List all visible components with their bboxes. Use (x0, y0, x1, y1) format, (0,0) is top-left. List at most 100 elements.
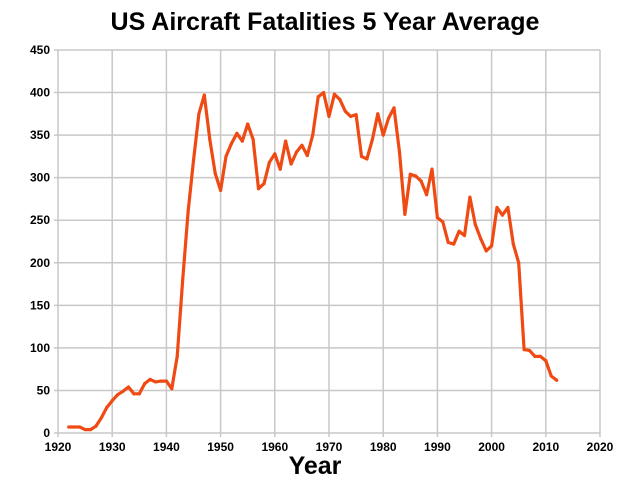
data-point (533, 354, 537, 358)
series-line (67, 90, 559, 432)
x-tick-label: 1940 (153, 440, 180, 454)
data-point (506, 205, 510, 210)
data-point (452, 242, 456, 246)
x-tick-label: 1990 (424, 440, 451, 454)
data-point (500, 213, 505, 217)
data-point (457, 229, 461, 233)
data-point (143, 382, 147, 386)
data-point (246, 122, 250, 126)
data-point (392, 106, 396, 110)
data-point (105, 405, 109, 410)
y-tick-label: 400 (30, 86, 50, 100)
data-point (468, 195, 472, 199)
data-point (387, 116, 391, 120)
x-tick-label: 1920 (45, 440, 72, 454)
data-point (181, 278, 185, 282)
y-tick-label: 100 (30, 341, 50, 355)
data-point (88, 427, 93, 432)
y-tick-label: 0 (43, 426, 50, 440)
data-point (99, 416, 103, 420)
data-point (408, 172, 412, 176)
data-point (197, 112, 201, 116)
data-point (175, 354, 179, 358)
data-point (67, 425, 71, 429)
data-point (370, 137, 374, 141)
data-point (365, 157, 369, 161)
data-point (419, 179, 423, 183)
y-tick-label: 150 (30, 298, 50, 312)
data-point (273, 152, 277, 156)
data-point (170, 387, 174, 391)
data-point (484, 249, 488, 253)
data-point (354, 113, 358, 117)
data-point (511, 242, 515, 246)
data-point (376, 112, 380, 116)
data-point (321, 90, 326, 95)
data-point (479, 237, 483, 241)
data-point (490, 244, 494, 248)
x-tick-label: 2010 (532, 440, 559, 454)
data-point (153, 380, 158, 384)
data-point (424, 193, 429, 197)
data-point (262, 182, 266, 186)
y-tick-label: 300 (30, 171, 50, 185)
data-point (311, 133, 315, 137)
data-point (235, 131, 239, 136)
data-point (343, 109, 347, 113)
data-point (435, 216, 439, 220)
data-point (446, 240, 450, 244)
data-point (132, 392, 136, 396)
data-point (414, 174, 418, 178)
data-point (208, 137, 212, 141)
data-point (256, 187, 261, 191)
data-point (72, 425, 76, 429)
x-tick-label: 1970 (316, 440, 343, 454)
data-point (83, 427, 87, 432)
data-point (316, 95, 320, 99)
data-point (137, 392, 141, 396)
data-point (473, 222, 477, 227)
x-tick-label: 1980 (370, 440, 397, 454)
data-point (229, 142, 234, 146)
data-point (284, 139, 288, 143)
x-tick-label: 1930 (99, 440, 126, 454)
data-point (116, 393, 120, 397)
y-tick-label: 450 (30, 43, 50, 57)
data-point (517, 261, 521, 265)
data-point (110, 399, 114, 403)
data-point (202, 93, 206, 97)
data-point (121, 389, 125, 393)
data-point (441, 220, 445, 224)
data-point (219, 188, 223, 193)
data-point (397, 150, 402, 154)
data-point (381, 133, 385, 137)
data-point (522, 347, 526, 352)
data-point (495, 205, 499, 210)
y-tick-label: 250 (30, 213, 50, 227)
x-tick-label: 1960 (261, 440, 288, 454)
x-tick-label: 1950 (207, 440, 234, 454)
data-point (300, 143, 304, 147)
data-point (186, 210, 190, 214)
data-point (126, 385, 131, 389)
x-axis-label: Year (288, 452, 342, 480)
data-point (294, 150, 299, 154)
data-point (191, 159, 196, 163)
data-point (359, 154, 364, 158)
data-point (78, 425, 82, 429)
data-point (332, 92, 337, 96)
y-tick-label: 200 (30, 256, 50, 270)
data-point (240, 139, 244, 143)
data-point (148, 377, 152, 381)
y-tick-label: 50 (37, 383, 51, 397)
data-point (555, 378, 559, 382)
x-tick-label: 2020 (587, 440, 614, 454)
data-point (403, 212, 407, 216)
data-point (251, 137, 255, 141)
y-tick-label: 350 (30, 128, 50, 142)
data-point (538, 354, 542, 358)
data-point (278, 167, 282, 171)
data-point (164, 379, 168, 383)
data-point (213, 171, 217, 176)
